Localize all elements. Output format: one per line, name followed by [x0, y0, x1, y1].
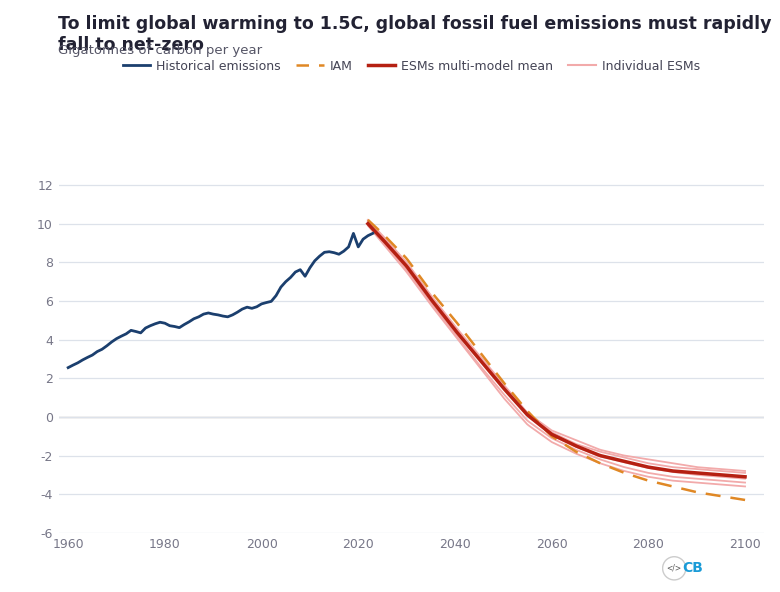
Text: Gigatonnes of carbon per year: Gigatonnes of carbon per year	[58, 44, 263, 57]
Legend: Historical emissions, IAM, ESMs multi-model mean, Individual ESMs: Historical emissions, IAM, ESMs multi-mo…	[118, 54, 705, 78]
Text: CB: CB	[682, 561, 704, 575]
Text: </>: </>	[667, 564, 682, 573]
Text: To limit global warming to 1.5C, global fossil fuel emissions must rapidly fall : To limit global warming to 1.5C, global …	[58, 15, 772, 54]
